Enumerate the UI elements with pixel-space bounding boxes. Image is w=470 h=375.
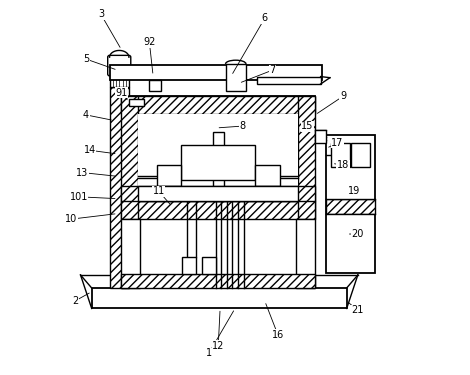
Bar bbox=[138, 114, 298, 201]
Bar bbox=[181, 145, 256, 180]
Bar bbox=[121, 96, 315, 219]
Bar bbox=[315, 130, 326, 143]
Text: 2: 2 bbox=[72, 296, 78, 306]
Text: 5: 5 bbox=[83, 54, 89, 64]
Text: 13: 13 bbox=[76, 168, 88, 178]
Text: 3: 3 bbox=[98, 9, 104, 20]
Text: 101: 101 bbox=[70, 192, 88, 202]
Bar bbox=[121, 219, 140, 288]
Bar bbox=[327, 214, 374, 272]
Bar bbox=[331, 143, 350, 167]
Bar bbox=[258, 76, 321, 84]
Text: 15: 15 bbox=[301, 121, 314, 131]
Bar bbox=[121, 186, 315, 201]
Bar bbox=[182, 257, 196, 274]
Bar bbox=[157, 165, 181, 186]
Bar bbox=[326, 200, 375, 213]
Text: 21: 21 bbox=[352, 305, 364, 315]
Bar bbox=[129, 99, 144, 106]
Bar bbox=[110, 65, 322, 80]
Bar bbox=[351, 143, 370, 167]
Bar bbox=[138, 186, 298, 201]
Text: 18: 18 bbox=[337, 160, 349, 170]
Text: 9: 9 bbox=[340, 91, 346, 101]
Text: 19: 19 bbox=[348, 186, 360, 196]
Text: 91: 91 bbox=[115, 88, 127, 98]
Text: 12: 12 bbox=[212, 341, 225, 351]
Text: 14: 14 bbox=[84, 145, 96, 155]
Bar bbox=[327, 137, 374, 199]
Text: 7: 7 bbox=[269, 65, 275, 75]
Bar bbox=[92, 288, 347, 309]
Text: 6: 6 bbox=[262, 13, 268, 23]
Text: 17: 17 bbox=[331, 138, 344, 148]
Bar bbox=[326, 135, 375, 273]
Text: 11: 11 bbox=[153, 186, 165, 196]
Bar bbox=[256, 165, 280, 186]
Text: 10: 10 bbox=[65, 214, 78, 224]
Text: 16: 16 bbox=[272, 330, 284, 339]
Bar bbox=[121, 219, 315, 288]
Bar bbox=[121, 201, 315, 219]
Bar bbox=[110, 74, 129, 87]
Bar bbox=[121, 96, 138, 219]
Bar bbox=[149, 80, 161, 91]
Text: 8: 8 bbox=[239, 121, 245, 131]
Text: 92: 92 bbox=[143, 38, 156, 47]
Bar bbox=[297, 219, 315, 288]
Bar bbox=[226, 64, 246, 91]
Bar bbox=[298, 96, 315, 219]
Bar bbox=[121, 274, 315, 288]
FancyBboxPatch shape bbox=[108, 56, 131, 76]
Bar bbox=[212, 132, 224, 201]
Bar bbox=[121, 96, 315, 114]
Bar bbox=[202, 257, 216, 274]
Text: 4: 4 bbox=[83, 110, 89, 120]
Text: 1: 1 bbox=[206, 348, 212, 358]
Text: 20: 20 bbox=[352, 229, 364, 239]
Bar bbox=[110, 87, 129, 288]
